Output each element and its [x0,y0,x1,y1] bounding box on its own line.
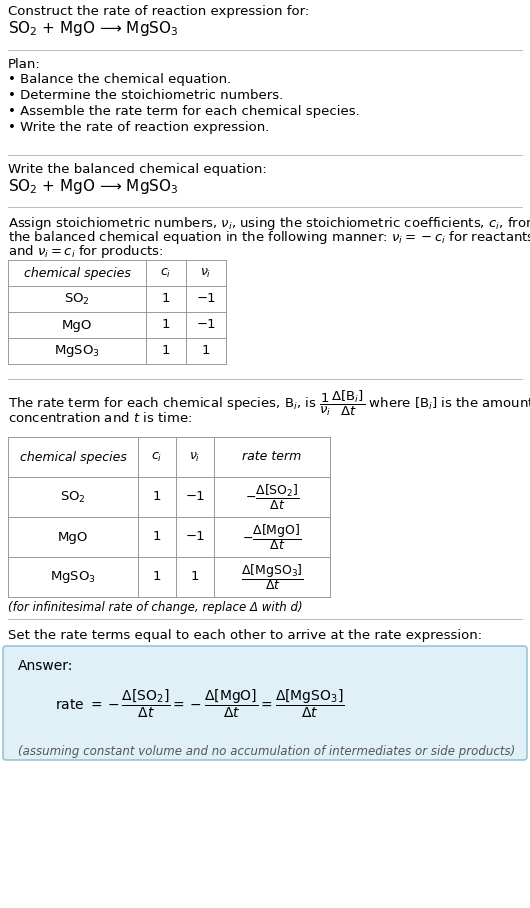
Text: Construct the rate of reaction expression for:: Construct the rate of reaction expressio… [8,5,309,18]
Text: SO$_2$: SO$_2$ [64,291,90,307]
Text: $\dfrac{\Delta[\mathrm{MgSO_3}]}{\Delta t}$: $\dfrac{\Delta[\mathrm{MgSO_3}]}{\Delta … [241,562,303,592]
Text: SO$_2$ + MgO ⟶ MgSO$_3$: SO$_2$ + MgO ⟶ MgSO$_3$ [8,177,179,196]
Text: (for infinitesimal rate of change, replace Δ with d): (for infinitesimal rate of change, repla… [8,601,303,614]
Text: MgSO$_3$: MgSO$_3$ [54,343,100,359]
Text: 1: 1 [202,344,210,358]
Text: Assign stoichiometric numbers, $\nu_i$, using the stoichiometric coefficients, $: Assign stoichiometric numbers, $\nu_i$, … [8,215,530,232]
Text: 1: 1 [191,570,199,584]
Text: SO$_2$: SO$_2$ [60,489,86,505]
Text: −1: −1 [185,490,205,504]
Text: $-\dfrac{\Delta[\mathrm{MgO}]}{\Delta t}$: $-\dfrac{\Delta[\mathrm{MgO}]}{\Delta t}… [242,522,302,552]
Text: Answer:: Answer: [18,659,73,673]
Text: −1: −1 [196,319,216,331]
Text: MgO: MgO [58,530,88,544]
Text: chemical species: chemical species [20,450,127,463]
Text: 1: 1 [162,319,170,331]
Text: and $\nu_i = c_i$ for products:: and $\nu_i = c_i$ for products: [8,243,164,260]
Text: • Assemble the rate term for each chemical species.: • Assemble the rate term for each chemic… [8,105,360,118]
Text: $\nu_i$: $\nu_i$ [189,450,201,464]
Text: chemical species: chemical species [23,267,130,280]
Text: 1: 1 [153,570,161,584]
Text: Plan:: Plan: [8,58,41,71]
Text: $-\dfrac{\Delta[\mathrm{SO_2}]}{\Delta t}$: $-\dfrac{\Delta[\mathrm{SO_2}]}{\Delta t… [245,482,299,511]
FancyBboxPatch shape [3,646,527,760]
Text: Set the rate terms equal to each other to arrive at the rate expression:: Set the rate terms equal to each other t… [8,629,482,642]
Text: −1: −1 [196,292,216,305]
Text: 1: 1 [162,344,170,358]
Text: MgSO$_3$: MgSO$_3$ [50,569,96,585]
Text: 1: 1 [153,490,161,504]
Text: $\nu_i$: $\nu_i$ [200,266,211,280]
Text: $c_i$: $c_i$ [161,266,172,280]
Text: MgO: MgO [62,319,92,331]
Text: SO$_2$ + MgO ⟶ MgSO$_3$: SO$_2$ + MgO ⟶ MgSO$_3$ [8,19,179,38]
Text: 1: 1 [153,530,161,544]
Text: 1: 1 [162,292,170,305]
Text: • Determine the stoichiometric numbers.: • Determine the stoichiometric numbers. [8,89,283,102]
Text: Write the balanced chemical equation:: Write the balanced chemical equation: [8,163,267,176]
Text: • Write the rate of reaction expression.: • Write the rate of reaction expression. [8,121,269,134]
Text: • Balance the chemical equation.: • Balance the chemical equation. [8,73,231,86]
Text: (assuming constant volume and no accumulation of intermediates or side products): (assuming constant volume and no accumul… [18,745,515,758]
Text: the balanced chemical equation in the following manner: $\nu_i = -c_i$ for react: the balanced chemical equation in the fo… [8,229,530,246]
Text: The rate term for each chemical species, B$_i$, is $\dfrac{1}{\nu_i}\dfrac{\Delt: The rate term for each chemical species,… [8,389,530,419]
Text: $c_i$: $c_i$ [152,450,163,464]
Text: rate term: rate term [242,450,302,463]
Text: rate $= -\dfrac{\Delta[\mathrm{SO_2}]}{\Delta t} = -\dfrac{\Delta[\mathrm{MgO}]}: rate $= -\dfrac{\Delta[\mathrm{SO_2}]}{\… [55,688,344,720]
Text: −1: −1 [185,530,205,544]
Text: concentration and $t$ is time:: concentration and $t$ is time: [8,411,192,425]
